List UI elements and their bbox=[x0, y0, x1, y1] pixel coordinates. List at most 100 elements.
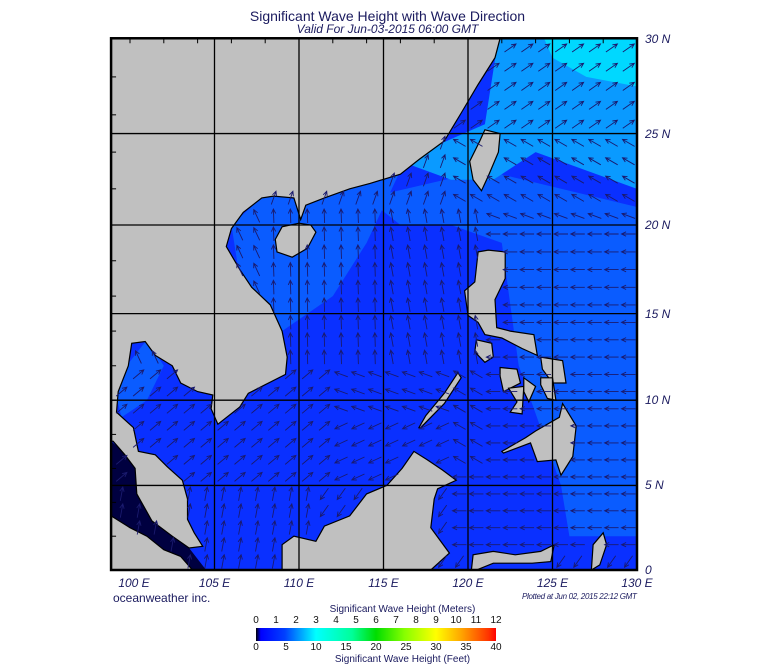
wave-arrow bbox=[552, 388, 568, 395]
wave-arrow bbox=[237, 502, 243, 518]
wave-arrow bbox=[556, 555, 566, 569]
wave-arrow bbox=[519, 508, 535, 514]
wave-arrow bbox=[554, 138, 568, 147]
wave-arrow bbox=[350, 405, 365, 412]
wave-arrow bbox=[553, 212, 568, 219]
colorbar-tick-meters: 12 bbox=[490, 615, 502, 626]
wave-arrow bbox=[620, 508, 636, 514]
wave-arrow bbox=[603, 337, 619, 343]
wave-arrow bbox=[422, 208, 428, 223]
wave-arrow bbox=[520, 193, 534, 202]
wave-arrow bbox=[438, 521, 448, 535]
wave-arrow bbox=[388, 314, 395, 330]
wave-arrow bbox=[401, 388, 416, 395]
wave-arrow bbox=[502, 212, 517, 219]
wave-arrow bbox=[603, 474, 619, 480]
wave-arrow bbox=[268, 437, 280, 448]
wave-arrow bbox=[234, 403, 246, 414]
wave-arrow bbox=[301, 403, 314, 414]
wave-arrow bbox=[301, 454, 314, 465]
wave-arrow bbox=[203, 553, 210, 569]
wave-arrow bbox=[535, 284, 551, 290]
wave-arrow bbox=[487, 100, 500, 110]
wave-arrow bbox=[586, 491, 602, 497]
plotted-time: Plotted at Jun 02, 2015 22:12 GMT bbox=[522, 592, 637, 601]
wave-arrow bbox=[588, 100, 602, 110]
wave-arrow bbox=[554, 100, 568, 110]
wave-arrow bbox=[623, 555, 633, 569]
wave-arrow bbox=[253, 208, 261, 223]
wave-arrow bbox=[254, 502, 260, 518]
wave-arrow bbox=[251, 403, 263, 414]
wave-arrow bbox=[485, 542, 501, 548]
colorbar-title-feet: Significant Wave Height (Feet) bbox=[334, 654, 471, 665]
wave-arrow bbox=[587, 138, 602, 147]
wave-arrow bbox=[372, 190, 379, 205]
wave-arrow bbox=[405, 208, 411, 223]
wave-arrow bbox=[439, 296, 445, 312]
wave-arrow bbox=[521, 81, 534, 91]
wave-arrow bbox=[388, 243, 395, 259]
wave-arrow bbox=[521, 43, 534, 53]
wave-arrow bbox=[439, 243, 445, 259]
wave-arrow bbox=[439, 349, 445, 365]
wave-arrow bbox=[333, 422, 348, 430]
wave-arrow bbox=[338, 296, 344, 312]
wave-arrow bbox=[439, 314, 445, 330]
wave-arrow bbox=[452, 370, 466, 379]
wave-arrow bbox=[485, 388, 501, 395]
wave-arrow bbox=[338, 314, 344, 330]
wave-arrow bbox=[620, 371, 636, 378]
wave-arrow bbox=[586, 371, 602, 378]
wave-arrow bbox=[621, 175, 635, 184]
wave-arrow bbox=[132, 420, 145, 431]
wave-arrow bbox=[552, 354, 568, 360]
wave-arrow bbox=[338, 279, 344, 295]
wave-arrow bbox=[569, 337, 585, 343]
wave-arrow bbox=[473, 243, 479, 259]
longitude-label: 110 E bbox=[283, 576, 315, 590]
wave-arrow bbox=[406, 190, 413, 205]
wave-arrow bbox=[251, 454, 263, 465]
wave-arrow bbox=[384, 388, 399, 395]
wave-arrow bbox=[468, 491, 484, 497]
wave-arrow bbox=[217, 420, 230, 431]
wave-arrow bbox=[502, 525, 518, 531]
wave-arrow bbox=[388, 261, 395, 277]
wave-arrow bbox=[372, 314, 378, 330]
colorbar-tick-meters: 9 bbox=[433, 615, 439, 626]
wave-arrow bbox=[355, 207, 361, 224]
wave-arrow bbox=[388, 331, 395, 347]
credit-text: oceanweather inc. bbox=[113, 591, 211, 605]
wave-arrow bbox=[519, 542, 535, 548]
wave-arrow bbox=[473, 349, 479, 365]
wave-arrow bbox=[473, 314, 479, 330]
wave-arrow bbox=[485, 371, 501, 378]
colorbar bbox=[256, 628, 496, 641]
wave-arrow bbox=[321, 296, 327, 312]
wave-arrow bbox=[220, 485, 226, 501]
wave-arrow bbox=[333, 456, 348, 464]
wave-arrow bbox=[384, 422, 399, 430]
wave-arrow bbox=[469, 138, 483, 147]
valid-time-subtitle: Valid For Jun-03-2015 06:00 GMT bbox=[296, 22, 479, 36]
wave-arrow bbox=[502, 284, 518, 290]
wave-arrow bbox=[333, 439, 348, 447]
wave-arrow bbox=[338, 349, 344, 365]
wave-arrow bbox=[554, 157, 568, 166]
wave-arrow bbox=[605, 119, 619, 129]
wave-arrow bbox=[552, 491, 568, 497]
colorbar-tick-feet: 20 bbox=[370, 642, 382, 653]
wave-arrow bbox=[284, 454, 297, 465]
wave-arrow bbox=[321, 207, 327, 224]
wave-arrow bbox=[372, 225, 378, 242]
wave-arrow bbox=[183, 420, 196, 431]
wave-arrow bbox=[535, 406, 551, 412]
wave-arrow bbox=[603, 267, 619, 273]
wave-arrow bbox=[115, 403, 128, 414]
wave-arrow bbox=[115, 386, 128, 397]
wave-arrow bbox=[253, 280, 261, 294]
wave-arrow bbox=[350, 456, 365, 464]
colorbar-tick-feet: 35 bbox=[460, 642, 472, 653]
wave-arrow bbox=[485, 212, 501, 219]
